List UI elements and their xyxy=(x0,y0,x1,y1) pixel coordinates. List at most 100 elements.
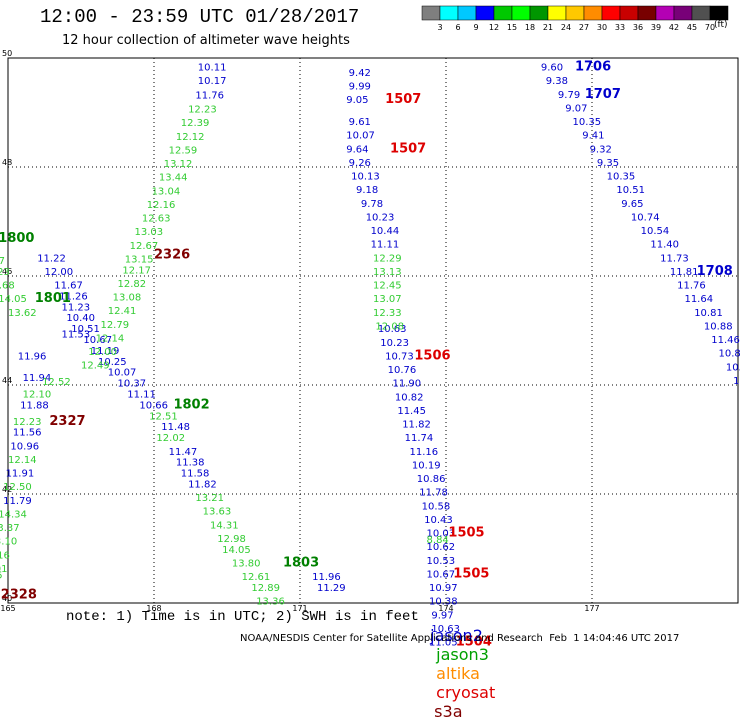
legend-altika: altika xyxy=(436,664,480,683)
time-label: 2327 xyxy=(49,414,85,429)
jason2-swh-value: 11.81 xyxy=(670,267,699,278)
jason2-swh-value: 9.35 xyxy=(597,158,619,169)
jason3-swh-value: 12.29 xyxy=(373,253,402,264)
jason3-swh-value: 12.02 xyxy=(156,433,185,444)
legend-jason3: jason3 xyxy=(436,645,489,664)
jason3-swh-value: 12.16 xyxy=(147,200,176,211)
legend-s3a: s3a xyxy=(434,702,462,721)
time-label: 1803 xyxy=(283,555,319,570)
jason2-swh-value: 10.43 xyxy=(424,515,453,526)
jason2-swh-value: 11.56 xyxy=(13,428,42,439)
jason3-swh-value: 14.67 xyxy=(0,256,5,267)
satellite-legend: jason2 jason3 altika cryosat s3a xyxy=(420,607,495,721)
jason2-swh-value: 11.91 xyxy=(6,469,35,480)
colorbar-tick-label: 21 xyxy=(543,23,553,32)
jason3-swh-value: 13.07 xyxy=(373,294,402,305)
time-label: 2328 xyxy=(1,588,37,603)
jason3-swh-value: 13.36 xyxy=(256,597,285,608)
jason2-swh-value: 9.38 xyxy=(546,76,568,87)
jason3-swh-value: 14.34 xyxy=(0,509,27,520)
jason3-swh-value: 13.04 xyxy=(152,186,181,197)
colorbar-unit: (ft) xyxy=(714,20,728,30)
jason2-swh-value: 11.76 xyxy=(677,281,706,292)
jason2-swh-value: 10.07 xyxy=(346,131,375,142)
jason2-swh-value: 11.82 xyxy=(188,479,217,490)
jason2-swh-value: 11.73 xyxy=(660,253,689,264)
time-label: 1507 xyxy=(385,92,421,107)
jason2-swh-value: 11.88 xyxy=(20,400,49,411)
jason2-swh-value: 11.11 xyxy=(127,390,156,401)
jason2-swh-value: 9.42 xyxy=(349,68,371,79)
jason3-swh-value: 13.37 xyxy=(0,523,20,534)
jason2-swh-value: 11.76 xyxy=(195,90,224,101)
jason2-swh-value: 10.67 xyxy=(427,569,456,580)
jason3-swh-value: 12.16 xyxy=(0,550,10,561)
jason2-swh-value: 10.11 xyxy=(198,63,227,74)
jason3-swh-value: 12.33 xyxy=(373,308,402,319)
colorbar-swatch xyxy=(602,6,620,20)
x-tick-label: 177 xyxy=(584,604,599,613)
jason3-swh-value: 12.41 xyxy=(108,306,137,317)
colorbar-tick-label: 36 xyxy=(633,23,643,32)
jason2-swh-value: 10.35 xyxy=(573,117,602,128)
jason2-swh-value: 10.38 xyxy=(429,597,458,608)
jason3-swh-value: 13.13 xyxy=(373,267,402,278)
jason2-swh-value: 11.79 xyxy=(3,496,32,507)
jason3-swh-value: 13.63 xyxy=(203,507,232,518)
jason2-swh-value: 10.88 xyxy=(704,321,733,332)
jason2-swh-value: 10.51 xyxy=(616,185,645,196)
jason2-swh-value: 9.64 xyxy=(346,144,368,155)
jason2-swh-value: 10.35 xyxy=(607,172,636,183)
jason2-swh-value: 11.11 xyxy=(371,240,400,251)
jason2-swh-value: 10.86 xyxy=(417,474,446,485)
colorbar-swatch xyxy=(620,6,638,20)
y-tick-label: 48 xyxy=(2,158,12,167)
jason2-swh-value: 10.82 xyxy=(719,349,740,360)
data-points: 10.1110.1711.7611.2212.0011.6711.2611.23… xyxy=(0,63,740,649)
jason3-swh-value: 12.14 xyxy=(8,455,37,466)
colorbar-tick-label: 18 xyxy=(525,23,535,32)
jason2-swh-value: 11.47 xyxy=(169,447,198,458)
jason3-swh-value: 12.98 xyxy=(217,534,246,545)
colorbar-tick-label: 39 xyxy=(651,23,661,32)
colorbar-swatch xyxy=(494,6,512,20)
time-label: 1506 xyxy=(414,348,450,363)
colorbar-swatch xyxy=(710,6,728,20)
colorbar-tick-label: 33 xyxy=(615,23,625,32)
jason3-swh-value: 12.79 xyxy=(100,320,129,331)
jason2-swh-value: 10.82 xyxy=(395,392,424,403)
time-label: 1802 xyxy=(173,397,209,412)
jason3-swh-value: 13.08 xyxy=(113,293,142,304)
jason2-swh-value: 10.58 xyxy=(422,501,451,512)
jason2-swh-value: 10.66 xyxy=(139,400,168,411)
jason3-swh-value: 12.50 xyxy=(3,482,32,493)
jason2-swh-value: 9.79 xyxy=(558,90,580,101)
jason3-swh-value: 12.12 xyxy=(176,132,205,143)
jason3-swh-value: 14.05 xyxy=(0,294,27,305)
jason3-swh-value: 14.05 xyxy=(222,545,251,556)
colorbar-tick-label: 42 xyxy=(669,23,679,32)
jason3-swh-value: 13.12 xyxy=(164,159,193,170)
jason2-swh-value: 10.40 xyxy=(66,313,95,324)
jason3-swh-value: 12.00 xyxy=(88,347,117,358)
note-text: note: 1) Time is in UTC; 2) SWH is in fe… xyxy=(66,609,419,625)
jason2-swh-value: 11.64 xyxy=(684,294,713,305)
colorbar-tick-label: 9 xyxy=(473,23,478,32)
jason2-swh-value: 11.22 xyxy=(37,253,66,264)
jason2-swh-value: 9.65 xyxy=(621,199,643,210)
jason2-swh-value: 11.96 xyxy=(312,572,341,583)
jason2-swh-value: 10.44 xyxy=(371,226,400,237)
jason2-swh-value: 10.54 xyxy=(641,226,670,237)
colorbar-tick-label: 12 xyxy=(489,23,499,32)
jason3-swh-value: 12.51 xyxy=(149,411,178,422)
jason3-swh-value: 12.59 xyxy=(169,145,198,156)
jason2-swh-value: 10.74 xyxy=(631,212,660,223)
jason2-swh-value: 11.29 xyxy=(317,583,346,594)
time-label: 1505 xyxy=(453,566,489,581)
time-label: 1800 xyxy=(0,231,34,246)
time-label: 1706 xyxy=(575,60,611,75)
jason2-swh-value: 9.07 xyxy=(565,103,587,114)
jason2-swh-value: 11.46 xyxy=(711,335,740,346)
legend-cryosat: cryosat xyxy=(436,683,495,702)
time-label: 1708 xyxy=(697,264,733,279)
